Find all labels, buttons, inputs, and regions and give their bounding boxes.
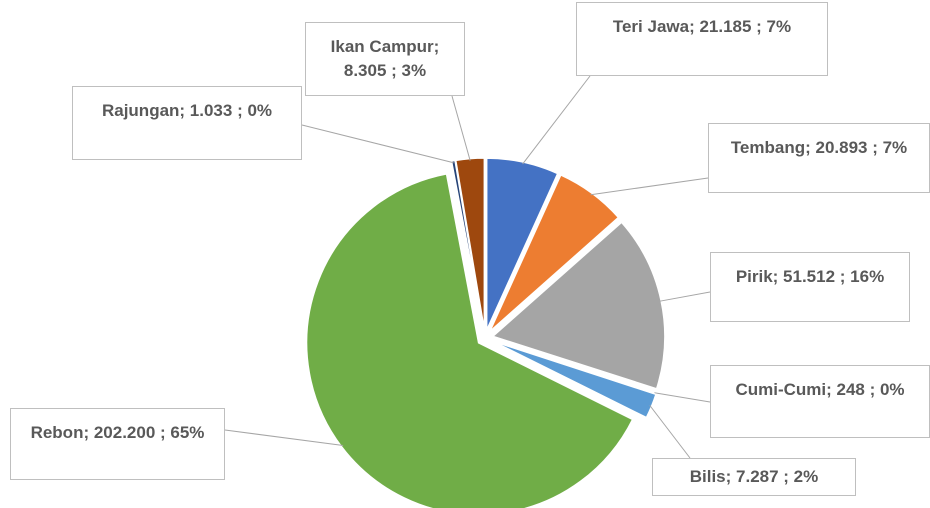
data-label: Ikan Campur; 8.305 ; 3%	[305, 22, 465, 96]
leader-line	[649, 405, 691, 459]
data-label: Pirik; 51.512 ; 16%	[710, 252, 910, 322]
leader-line	[451, 95, 471, 161]
leader-line	[659, 291, 711, 302]
pie-slice	[492, 340, 657, 419]
leader-line	[224, 429, 344, 447]
data-label: Tembang; 20.893 ; 7%	[708, 123, 930, 193]
leader-line	[590, 177, 709, 196]
data-label: Rajungan; 1.033 ; 0%	[72, 86, 302, 160]
leader-line	[301, 124, 454, 164]
pie-slice	[305, 172, 634, 508]
data-label: Rebon; 202.200 ; 65%	[10, 408, 225, 480]
data-label: Teri Jawa; 21.185 ; 7%	[576, 2, 828, 76]
pie-slice	[485, 157, 559, 331]
data-label: Bilis; 7.287 ; 2%	[652, 458, 856, 496]
leader-line	[654, 392, 711, 403]
leader-line	[522, 75, 591, 165]
pie-slice	[450, 159, 485, 331]
data-label: Cumi-Cumi; 248 ; 0%	[710, 365, 930, 438]
pie-slice	[489, 173, 620, 333]
